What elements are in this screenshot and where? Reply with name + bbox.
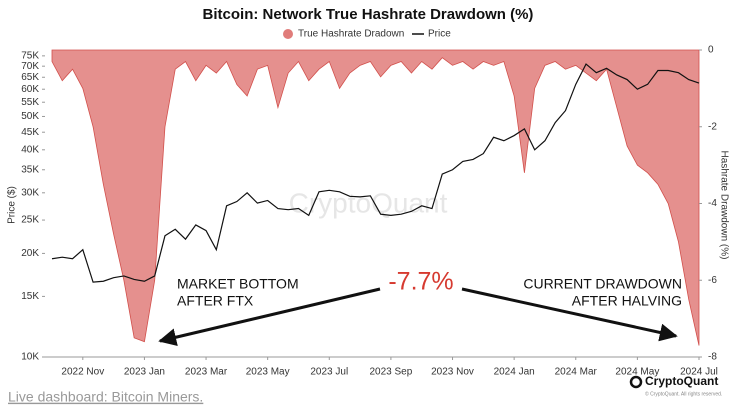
x-tick-label: 2023 Mar bbox=[185, 367, 228, 378]
x-tick-label: 2023 Jul bbox=[310, 367, 348, 378]
legend-label: Price bbox=[428, 29, 451, 40]
annotation-value: -7.7% bbox=[388, 268, 453, 296]
y2-tick-label: -6 bbox=[708, 275, 717, 286]
y-tick-label: 40K bbox=[21, 144, 39, 155]
chart-title: Bitcoin: Network True Hashrate Drawdown … bbox=[203, 6, 534, 23]
y-tick-label: 25K bbox=[21, 215, 39, 226]
x-tick-label: 2023 Nov bbox=[431, 367, 474, 378]
arrow bbox=[158, 287, 381, 347]
copyright: © CryptoQuant. All rights reserved. bbox=[645, 390, 722, 397]
y-tick-label: 45K bbox=[21, 127, 39, 138]
y2-tick-label: -8 bbox=[708, 352, 717, 363]
arrow bbox=[461, 287, 678, 342]
plot bbox=[51, 49, 700, 346]
y-tick-label: 30K bbox=[21, 187, 39, 198]
y2-tick-label: -4 bbox=[708, 198, 717, 209]
brand: CryptoQuant bbox=[645, 374, 718, 388]
watermark: CryptoQuant bbox=[289, 187, 448, 218]
y-axis-label: Price ($) bbox=[7, 186, 18, 224]
y2-axis-label: Hashrate Drawdown (%) bbox=[718, 151, 729, 260]
x-tick-label: 2024 Jan bbox=[494, 367, 535, 378]
x-tick-label: 2023 May bbox=[246, 367, 290, 378]
x-tick-label: 2023 Sep bbox=[369, 367, 412, 378]
legend-label: True Hashrate Dradown bbox=[298, 29, 404, 40]
x-tick-label: 2024 Mar bbox=[555, 367, 598, 378]
y-tick-label: 55K bbox=[21, 97, 39, 108]
y-tick-label: 60K bbox=[21, 84, 39, 95]
y-tick-label: 70K bbox=[21, 61, 39, 72]
annotation: AFTER FTX bbox=[177, 293, 254, 309]
x-tick-label: 2024 May bbox=[615, 367, 659, 378]
y-tick-label: 15K bbox=[21, 291, 39, 302]
price-line bbox=[51, 63, 700, 283]
x-tick-label: 2022 Nov bbox=[61, 367, 104, 378]
brand-logo bbox=[629, 375, 643, 389]
annotation: AFTER HALVING bbox=[572, 293, 682, 309]
y-tick-label: 35K bbox=[21, 164, 39, 175]
annotation: MARKET BOTTOM bbox=[177, 276, 299, 292]
x-tick-label: 2024 Jul bbox=[680, 367, 718, 378]
x-tick-label: 2023 Jan bbox=[124, 367, 165, 378]
y-tick-label: 10K bbox=[21, 352, 39, 363]
annotation: CURRENT DRAWDOWN bbox=[523, 276, 682, 292]
y2-tick-label: -2 bbox=[708, 121, 717, 132]
y-tick-label: 65K bbox=[21, 72, 39, 83]
y-tick-label: 20K bbox=[21, 248, 39, 259]
y-tick-label: 75K bbox=[21, 51, 39, 62]
y-tick-label: 50K bbox=[21, 111, 39, 122]
y2-tick-label: 0 bbox=[708, 45, 714, 56]
drawdown-area bbox=[51, 49, 700, 346]
legend-swatch bbox=[283, 29, 293, 39]
footer-link[interactable]: Live dashboard: Bitcoin Miners. bbox=[8, 389, 203, 405]
